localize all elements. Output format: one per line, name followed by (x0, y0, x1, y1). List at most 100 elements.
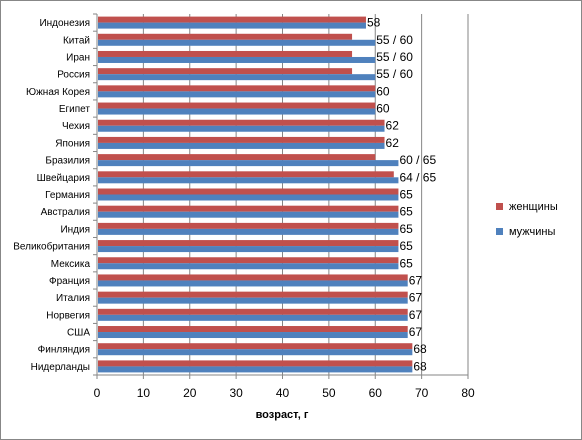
x-tick-label: 60 (369, 386, 383, 400)
bar-женщины (98, 205, 399, 212)
category-label: Италия (56, 293, 90, 304)
category-label: Россия (57, 70, 90, 81)
category-label: Великобритания (13, 241, 90, 253)
bar-мужчины (98, 108, 376, 115)
data-label: 55 / 60 (376, 33, 413, 47)
data-label: 67 (409, 291, 423, 305)
data-label: 68 (413, 342, 427, 356)
x-tick-label: 40 (276, 386, 290, 400)
data-label: 65 (399, 239, 413, 253)
data-label: 68 (413, 359, 427, 373)
data-label: 65 (399, 222, 413, 236)
bar-женщины (98, 68, 353, 75)
bar-женщины (98, 308, 408, 315)
bar-мужчины (98, 91, 376, 98)
data-label: 62 (386, 136, 400, 150)
category-label: Австралия (41, 207, 90, 218)
data-label: 60 (376, 102, 390, 116)
bar-мужчины (98, 194, 399, 201)
category-labels: Индонезия Китай Иран Россия Южная Корея Египе… (13, 18, 90, 373)
bar-женщины (98, 188, 399, 195)
x-tick-label: 70 (415, 386, 429, 400)
bar-женщины (98, 119, 385, 126)
category-label: Южная Корея (26, 87, 90, 98)
bar-мужчины (98, 228, 399, 235)
data-label: 58 (367, 16, 381, 30)
bars (98, 16, 413, 373)
legend-swatch-женщины (496, 203, 503, 210)
bar-женщины (98, 291, 408, 298)
bar-мужчины (98, 74, 376, 81)
data-label: 60 / 65 (399, 153, 436, 167)
bar-мужчины (98, 314, 408, 321)
legend-label: мужчины (509, 226, 555, 238)
x-tick-label: 20 (183, 386, 197, 400)
category-label: Мексика (51, 259, 91, 270)
category-label: Германия (45, 190, 90, 201)
bar-женщины (98, 360, 413, 367)
x-tick-label: 30 (229, 386, 243, 400)
bar-женщины (98, 326, 408, 333)
category-label: Норвегия (46, 310, 90, 321)
data-label: 62 (386, 119, 400, 133)
bar-женщины (98, 257, 399, 264)
bar-мужчины (98, 211, 399, 218)
data-label: 60 (376, 84, 390, 98)
bar-мужчины (98, 22, 366, 29)
data-label: 65 (399, 205, 413, 219)
legend-label: женщины (509, 201, 558, 213)
data-label: 64 / 65 (399, 170, 436, 184)
category-label: Бразилия (45, 156, 90, 167)
category-label: Чехия (62, 121, 90, 132)
bar-мужчины (98, 246, 399, 253)
category-label: Швейцария (37, 173, 90, 184)
bar-женщины (98, 50, 353, 57)
category-label: Египет (59, 104, 91, 115)
data-label: 55 / 60 (376, 67, 413, 81)
category-label: Индонезия (39, 18, 90, 29)
bar-женщины (98, 16, 366, 23)
bar-мужчины (98, 160, 399, 167)
category-label: США (67, 328, 90, 339)
data-label: 67 (409, 308, 423, 322)
bar-женщины (98, 240, 399, 247)
bar-мужчины (98, 349, 413, 356)
category-label: Иран (66, 52, 90, 63)
category-label: Китай (63, 35, 90, 46)
x-tick-label: 10 (137, 386, 151, 400)
bar-мужчины (98, 39, 376, 46)
bar-мужчины (98, 177, 399, 184)
bar-мужчины (98, 142, 385, 149)
bar-женщины (98, 343, 413, 350)
x-tick-labels: 0 10 20 30 40 50 60 70 80 (94, 386, 475, 400)
bar-мужчины (98, 263, 399, 270)
bar-женщины (98, 102, 376, 109)
data-label: 67 (409, 273, 423, 287)
category-label: Франция (49, 276, 90, 287)
x-tick-label: 0 (94, 386, 101, 400)
bar-женщины (98, 136, 385, 143)
legend: женщины мужчины (496, 201, 558, 238)
category-label: Индия (60, 224, 90, 235)
bar-мужчины (98, 332, 408, 339)
data-label: 55 / 60 (376, 50, 413, 64)
data-label: 65 (399, 188, 413, 202)
x-axis-title: возраст, г (256, 409, 309, 421)
x-tick-label: 50 (322, 386, 336, 400)
bar-женщины (98, 171, 394, 178)
category-label: Финляндия (38, 345, 90, 356)
bar-мужчины (98, 56, 376, 63)
data-label: 65 (399, 256, 413, 270)
bar-мужчины (98, 280, 408, 287)
category-label: Нидерланды (31, 362, 90, 373)
legend-swatch-мужчины (496, 228, 503, 235)
data-label: 67 (409, 325, 423, 339)
bar-женщины (98, 222, 399, 229)
bar-женщины (98, 33, 353, 40)
bar-мужчины (98, 297, 408, 304)
bar-женщины (98, 154, 376, 161)
category-label: Япония (55, 138, 90, 149)
data-labels: 58 55 / 60 55 / 60 55 / 60 60 60 62 62 60 / 65 64… (367, 16, 436, 374)
axes (93, 13, 469, 379)
